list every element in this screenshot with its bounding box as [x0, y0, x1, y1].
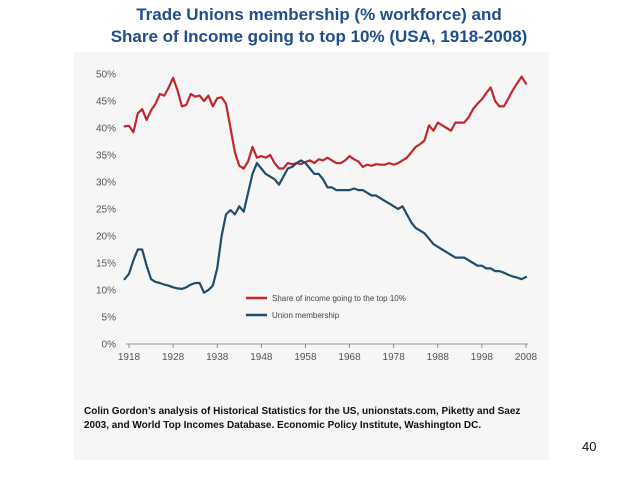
y-axis: 0% 5% 10% 15% 20% 25% 30% 35% 40% 45% 50% [96, 70, 116, 351]
y-tick-label: 45% [96, 97, 116, 108]
x-axis: 1918 1928 1938 1948 1958 1968 1978 1988 1998 2008 [118, 344, 538, 363]
slide-title: Trade Unions membership (% workforce) an… [0, 4, 638, 48]
slide-title-line-1: Trade Unions membership (% workforce) an… [136, 5, 502, 24]
slide-title-line-2: Share of Income going to top 10% (USA, 1… [110, 27, 528, 46]
series-layer [123, 75, 528, 294]
x-tick-label: 1978 [383, 352, 406, 363]
x-tick-label: 1998 [471, 352, 494, 363]
x-tick-label: 1928 [162, 352, 185, 363]
y-tick-label: 30% [96, 178, 116, 189]
slide-number: 40 [582, 439, 597, 454]
x-tick-label: 1938 [206, 352, 229, 363]
legend-label: Union membership [272, 311, 340, 320]
y-tick-label: 35% [96, 151, 116, 162]
x-tick-label: 1958 [294, 352, 317, 363]
y-tick-label: 40% [96, 124, 116, 135]
union-membership-series-line [123, 159, 528, 294]
legend-label: Share of income going to the top 10% [272, 294, 406, 303]
legend: Share of income going to the top 10% Unio… [246, 294, 406, 320]
x-tick-label: 1988 [427, 352, 450, 363]
y-tick-label: 20% [96, 232, 116, 243]
source-note: Colin Gordon’s analysis of Historical St… [84, 406, 521, 431]
y-tick-label: 25% [96, 205, 116, 216]
y-tick-label: 10% [96, 286, 116, 297]
chart-panel: 0% 5% 10% 15% 20% 25% 30% 35% 40% 45% 50% 1918 1928… [74, 52, 549, 460]
line-chart: 0% 5% 10% 15% 20% 25% 30% 35% 40% 45% 50% 1918 1928… [96, 70, 538, 364]
x-tick-label: 2008 [515, 352, 538, 363]
income-share-series-line [123, 75, 528, 170]
x-tick-label: 1948 [250, 352, 273, 363]
y-tick-label: 0% [102, 340, 117, 351]
y-tick-label: 5% [102, 313, 117, 324]
x-tick-label: 1918 [118, 352, 141, 363]
y-tick-label: 15% [96, 259, 116, 270]
y-tick-label: 50% [96, 70, 116, 81]
x-tick-label: 1968 [338, 352, 361, 363]
